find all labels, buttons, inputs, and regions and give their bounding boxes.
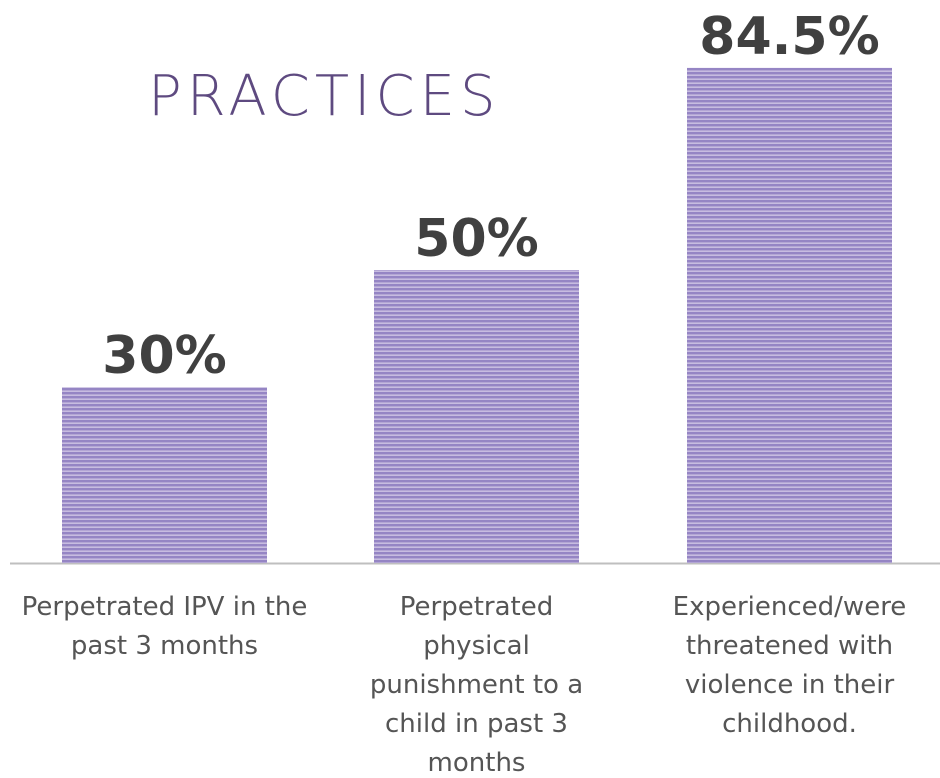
category-label: Experienced/were threatened with violenc…	[672, 592, 907, 739]
category-label: Perpetrated IPV in the past 3 months	[21, 592, 308, 661]
bar	[687, 67, 892, 563]
value-label: 50%	[414, 209, 538, 269]
value-label: 30%	[102, 326, 226, 386]
category-label: Perpetrated physical punishment to a chi…	[369, 592, 584, 778]
bar	[62, 387, 267, 563]
value-label: 84.5%	[699, 7, 879, 67]
chart-title: PRACTICES	[148, 64, 501, 129]
bar	[374, 270, 579, 563]
